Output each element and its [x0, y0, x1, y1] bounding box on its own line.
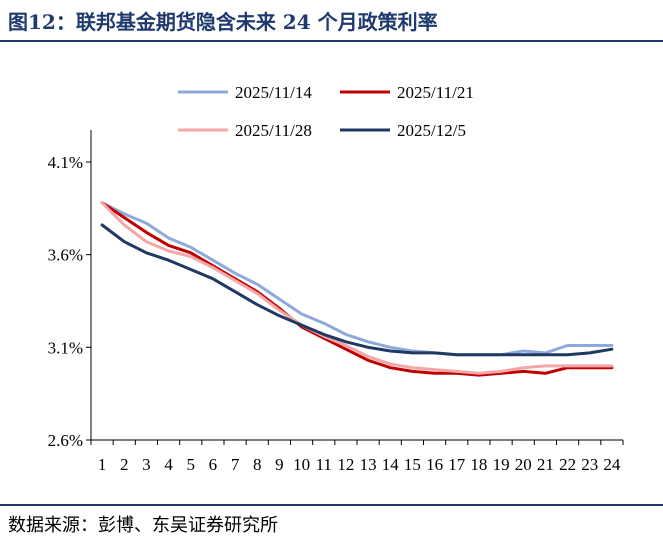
x-tick-label: 11 [316, 455, 332, 474]
series-line-2025-12-5 [100, 223, 614, 357]
x-tick-label: 18 [470, 455, 487, 474]
x-tick-label: 14 [382, 455, 400, 474]
source-divider [0, 504, 663, 506]
line-chart: 4.1%3.6%3.1%2.6%1 2 3 4 5 6 7 8 9 10 11 12 13 14 15 16 1… [48, 83, 624, 474]
y-tick-label: 4.1% [48, 153, 83, 172]
x-tick-label: 8 [253, 455, 262, 474]
y-tick-label: 3.1% [48, 338, 83, 357]
x-tick-label: 2 [120, 455, 129, 474]
x-tick-label: 3 [142, 455, 151, 474]
legend-label: 2025/11/28 [235, 121, 312, 140]
chart-legend: 2025/11/14 2025/11/21 2025/11/28 2025/12/5 [178, 83, 474, 140]
x-tick-label: 7 [231, 455, 240, 474]
chart-axes: 4.1%3.6%3.1%2.6%1 2 3 4 5 6 7 8 9 10 11 12 13 14 15 16 1… [48, 130, 624, 474]
x-tick-label: 13 [360, 455, 377, 474]
legend-label: 2025/12/5 [397, 121, 466, 140]
x-tick-label: 24 [603, 455, 621, 474]
source-note: 数据来源：彭博、东吴证券研究所 [8, 515, 278, 536]
y-tick-label: 2.6% [48, 431, 83, 450]
x-tick-label: 21 [537, 455, 554, 474]
x-tick-label: 6 [209, 455, 218, 474]
series-line-2025-11-28 [100, 201, 614, 375]
chart-series [100, 201, 614, 377]
x-tick-label: 19 [493, 455, 510, 474]
x-tick-label: 10 [293, 455, 310, 474]
x-tick-label: 20 [515, 455, 532, 474]
x-tick-label: 15 [404, 455, 421, 474]
x-tick-label: 1 [98, 455, 107, 474]
legend-label: 2025/11/14 [235, 83, 312, 102]
series-line-2025-11-21 [100, 201, 614, 377]
legend-label: 2025/11/21 [397, 83, 474, 102]
series-line-2025-11-14 [100, 201, 614, 357]
x-tick-label: 23 [581, 455, 598, 474]
x-tick-label: 16 [426, 455, 443, 474]
chart-title: 图12：联邦基金期货隐含未来 24 个月政策利率 [8, 10, 438, 34]
x-tick-label: 9 [275, 455, 284, 474]
x-tick-label: 12 [337, 455, 354, 474]
x-tick-label: 17 [448, 455, 466, 474]
x-tick-label: 5 [187, 455, 196, 474]
y-tick-label: 3.6% [48, 246, 83, 265]
x-tick-label: 4 [164, 455, 173, 474]
title-divider [0, 40, 663, 42]
x-tick-label: 22 [559, 455, 576, 474]
